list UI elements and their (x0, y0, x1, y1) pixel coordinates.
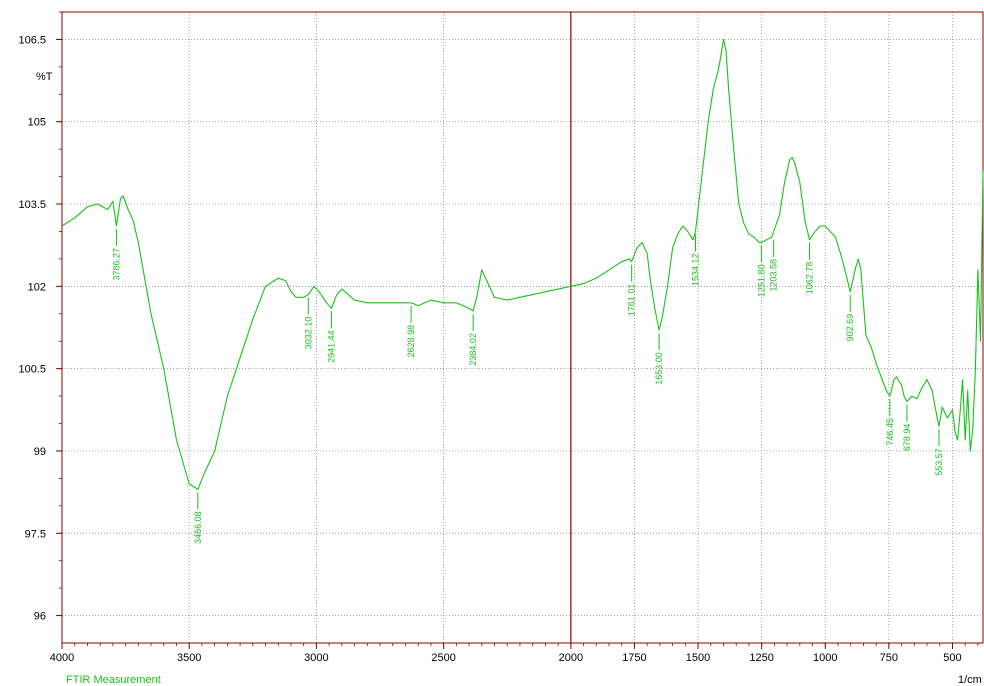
y-tick-label: 102 (28, 281, 46, 293)
peak-label: 1534.12 (691, 253, 701, 286)
peak-label: 3786.27 (111, 248, 121, 281)
peak-label: 1653.00 (654, 352, 664, 385)
y-tick-label: 106.5 (18, 34, 46, 46)
grid-layer (61, 12, 983, 643)
series-layer (61, 38, 984, 490)
plot-frame (61, 11, 984, 644)
x-tick-label: 3000 (304, 652, 328, 664)
peak-label: 678.94 (902, 424, 912, 452)
peak-label: 1062.78 (804, 262, 814, 295)
peak-label: 553.57 (934, 448, 944, 476)
transmittance-spectrum-line (61, 38, 984, 490)
peak-label: 2384.02 (468, 333, 478, 366)
peak-markers: 3786.27 3466.08 3032.10 2941.44 2628.98 2384.… (111, 228, 944, 544)
y-tick-label: 97.5 (25, 528, 46, 540)
peak-label: 1761.01 (627, 284, 637, 317)
y-tick-label: 99 (34, 446, 46, 458)
axes-layer: 96 97.5 99 100.5 102 103.5 105 106.5 4000 3500 300… (18, 11, 984, 664)
peak-label: 2628.98 (406, 325, 416, 358)
x-tick-label: 750 (880, 652, 898, 664)
x-tick-label: 4000 (50, 652, 74, 664)
x-tick-label: 3500 (177, 652, 201, 664)
x-tick-label: 1250 (749, 652, 773, 664)
peak-label: 3466.08 (193, 511, 203, 544)
x-tick-label: 1750 (622, 652, 646, 664)
x-tick-label: 500 (943, 652, 961, 664)
y-tick-label: 105 (28, 117, 46, 129)
peak-label: 746.45 (885, 418, 895, 446)
peak-label: 1251.80 (756, 264, 766, 297)
measurement-footer-label: FTIR Measurement (66, 674, 161, 686)
x-axis-unit-label: 1/cm (958, 674, 982, 686)
y-tick-label: 100.5 (18, 364, 46, 376)
peak-label: 1203.58 (769, 259, 779, 292)
peak-label: 3032.10 (303, 317, 313, 350)
y-axis-label: %T (36, 71, 53, 83)
peak-label: 902.69 (845, 314, 855, 342)
x-tick-label: 2000 (559, 652, 583, 664)
x-tick-label: 2500 (431, 652, 455, 664)
y-tick-label: 96 (34, 611, 46, 623)
peak-label: 2941.44 (326, 330, 336, 363)
y-tick-label: 103.5 (18, 199, 46, 211)
x-tick-label: 1500 (686, 652, 710, 664)
x-tick-label: 1000 (813, 652, 837, 664)
